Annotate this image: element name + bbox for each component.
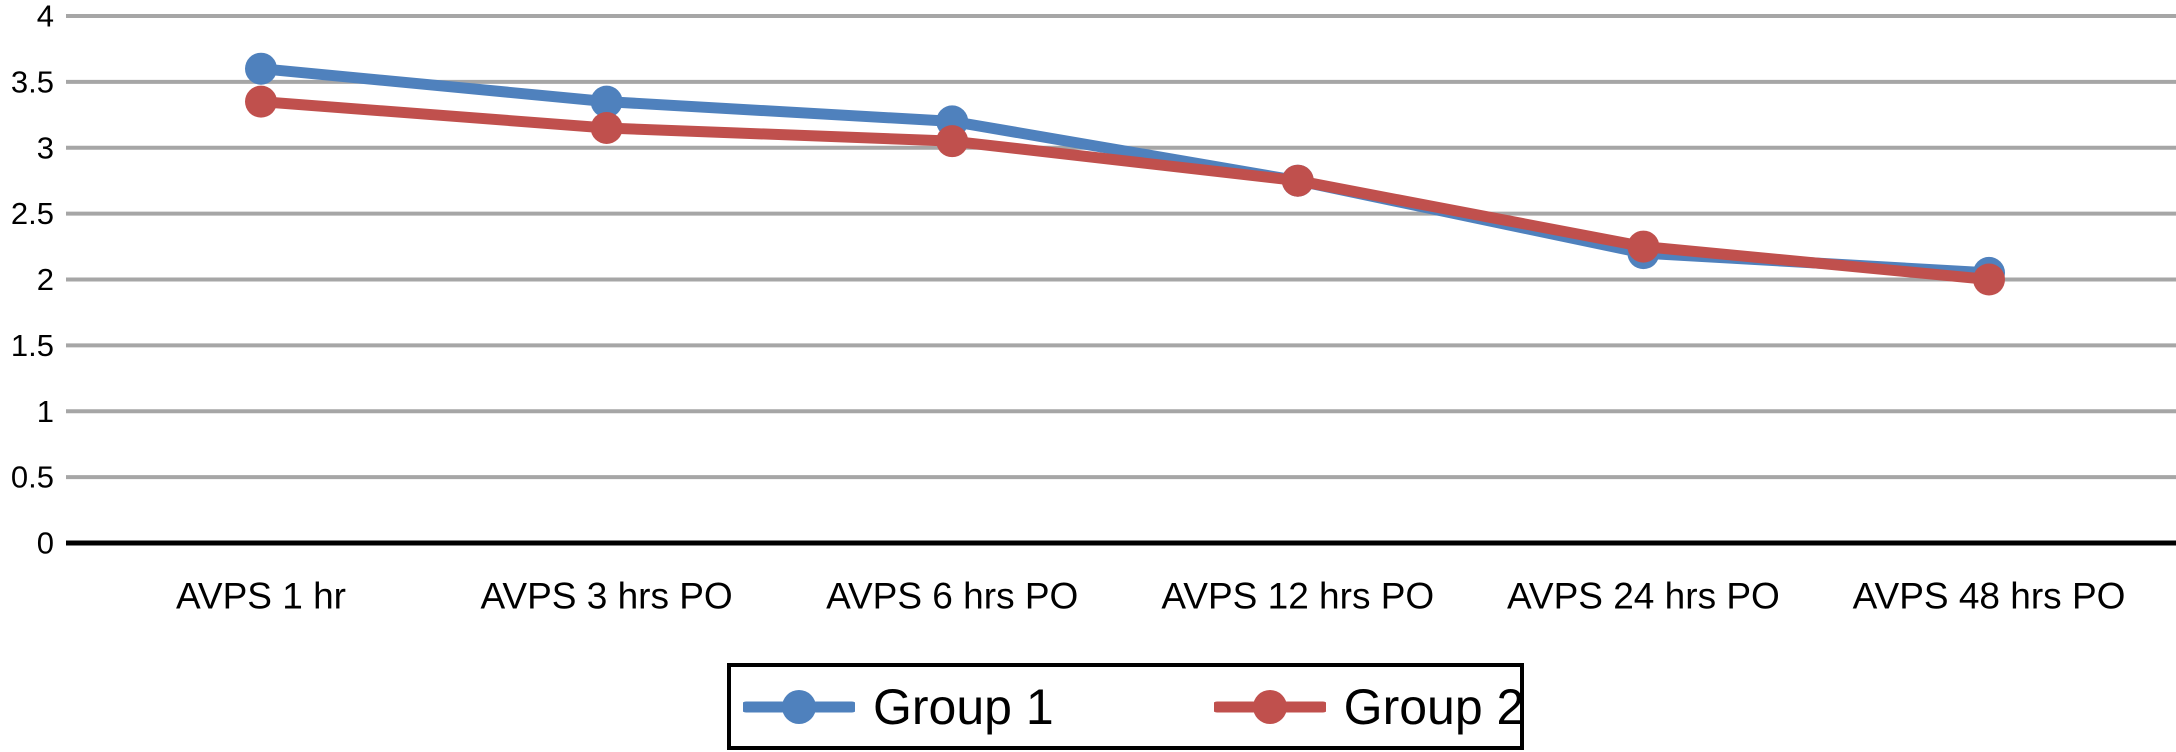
group-1-line <box>255 63 1995 279</box>
legend-item-group-1: Group 1 <box>743 682 1054 732</box>
group-1-data-point-marker <box>590 85 623 118</box>
y-axis-tick-label: 3.5 <box>11 64 54 99</box>
y-axis-tick-label: 0 <box>37 526 54 561</box>
y-axis-tick-label: 1 <box>37 394 54 429</box>
y-axis-tick-label: 4 <box>37 0 54 34</box>
group-2-line-marker-icon <box>1213 689 1326 724</box>
y-axis-tick-label: 3 <box>37 130 54 165</box>
y-axis-tick-label: 0.5 <box>11 460 54 495</box>
x-axis-category-label: AVPS 6 hrs PO <box>826 576 1078 617</box>
legend: Group 1 Group 2 <box>727 663 1524 750</box>
x-axis-category-label: AVPS 24 hrs PO <box>1507 576 1780 617</box>
legend-label-group-1: Group 1 <box>873 678 1054 735</box>
group-2-data-point-marker <box>1281 164 1314 197</box>
x-axis-category-label: AVPS 48 hrs PO <box>1853 576 2126 617</box>
group-1-data-point-marker <box>245 52 277 85</box>
x-axis-category-label: AVPS 1 hr <box>176 576 346 617</box>
legend-label-group-2: Group 2 <box>1343 678 1525 735</box>
x-axis-category-label: AVPS 12 hrs PO <box>1161 576 1434 617</box>
group-1-marker-dot <box>782 689 816 724</box>
group-2-line <box>255 96 1995 285</box>
legend-item-group-2: Group 2 <box>1213 678 1525 735</box>
x-axis-category-label: AVPS 3 hrs PO <box>480 576 732 617</box>
group-1-line-marker-icon <box>743 689 855 724</box>
group-2-data-point-marker <box>936 125 969 158</box>
y-axis-tick-label: 2 <box>37 262 54 297</box>
y-axis-tick-label: 1.5 <box>11 328 54 363</box>
y-axis-tick-label: 2.5 <box>11 196 54 231</box>
group-2-data-point-marker <box>590 111 623 144</box>
group-2-data-point-marker <box>1973 263 2005 296</box>
group-2-marker-dot <box>1252 689 1287 724</box>
group-2-data-point-marker <box>245 85 277 118</box>
group-2-data-point-marker <box>1627 230 1660 263</box>
